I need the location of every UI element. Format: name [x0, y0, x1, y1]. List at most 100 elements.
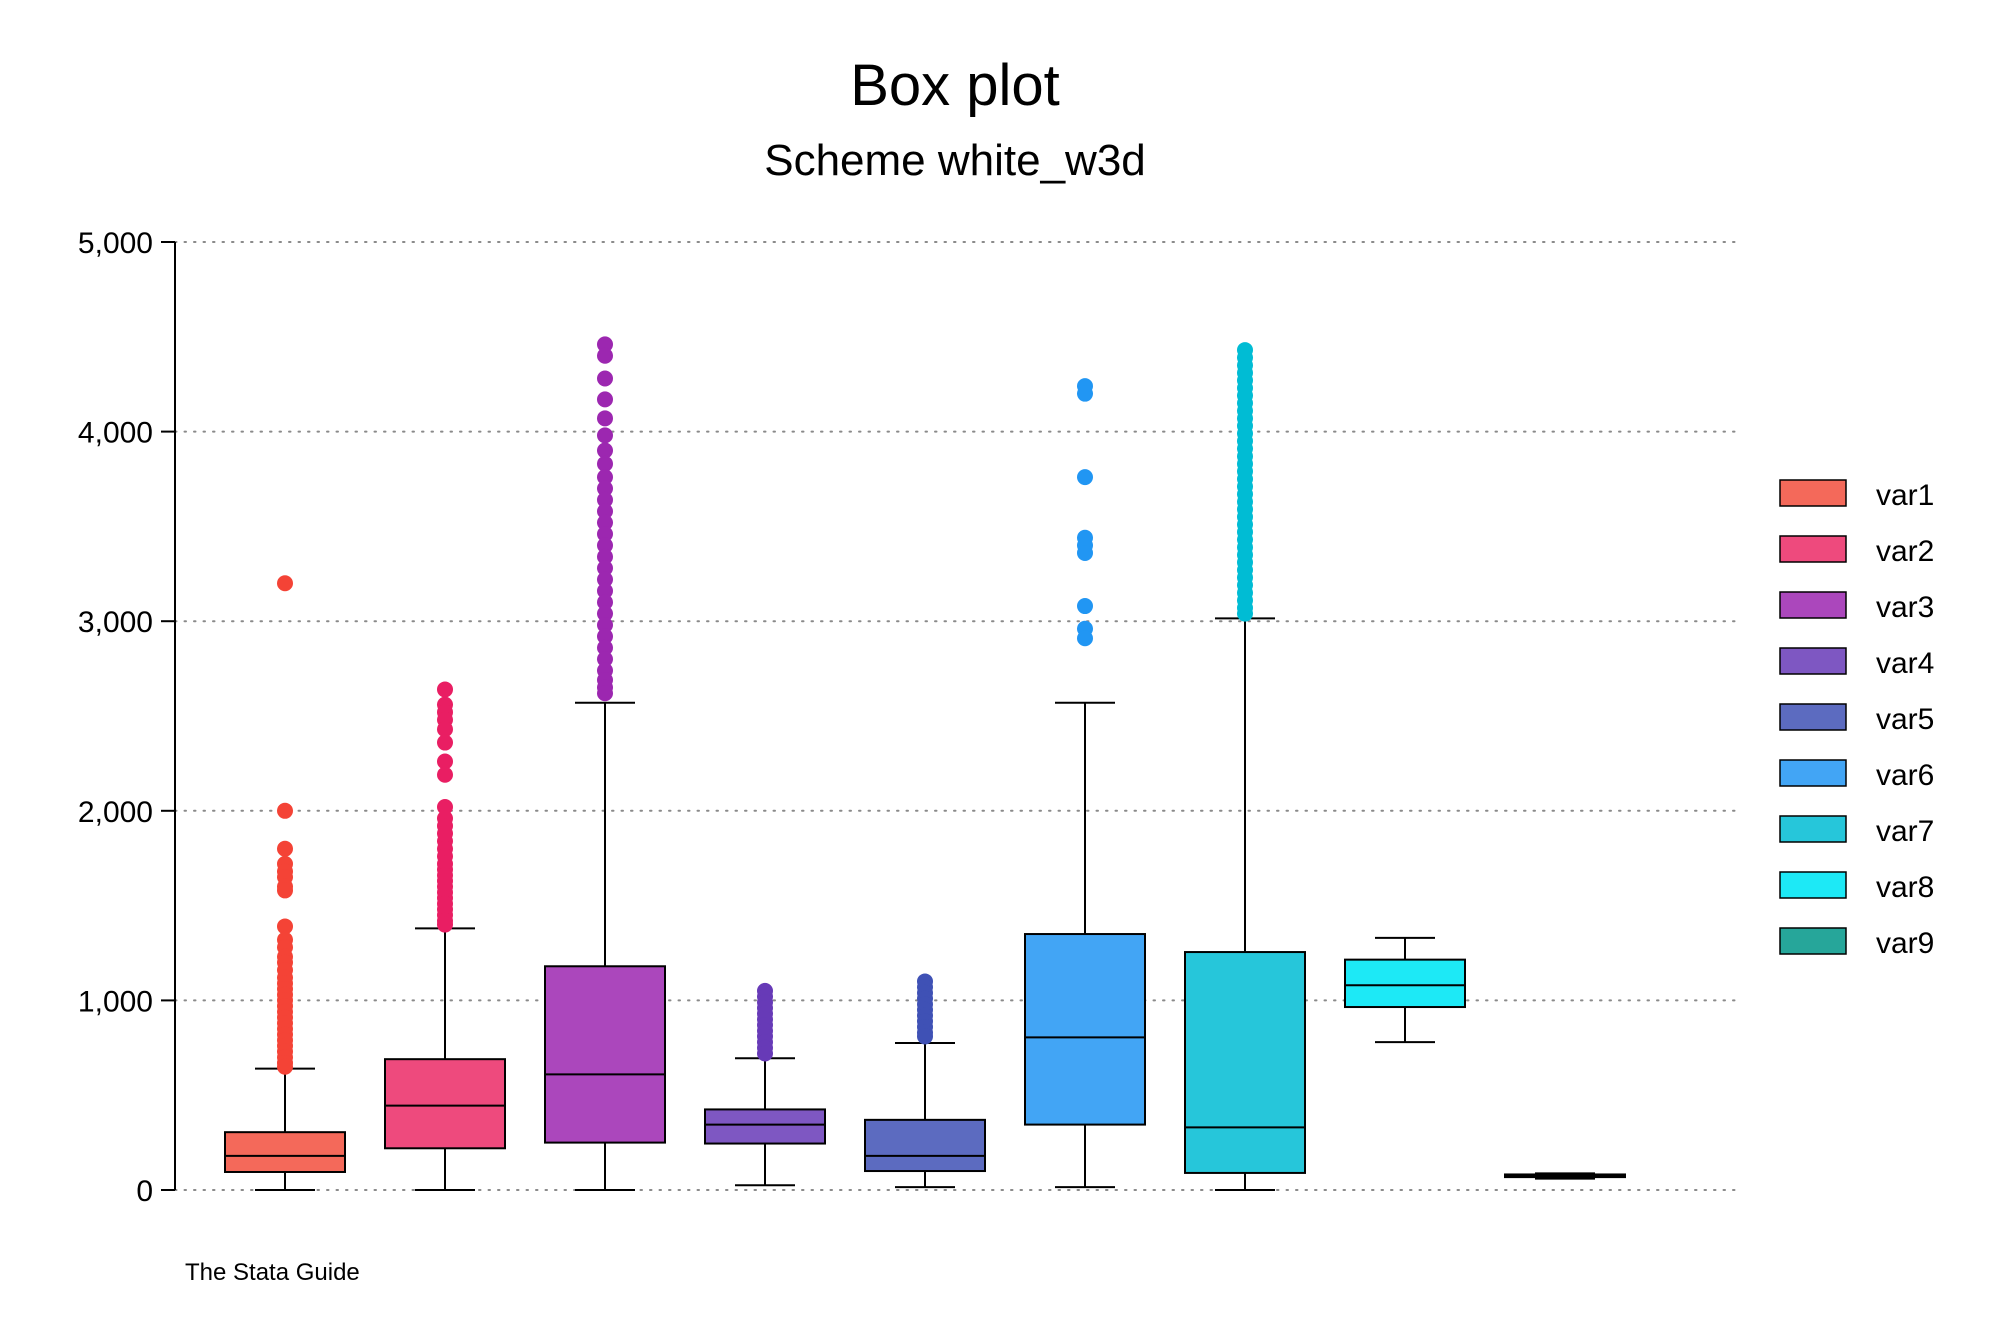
- box-var8: [1344, 936, 1466, 1044]
- iqr-box: [384, 1058, 506, 1150]
- outlier-point: [277, 575, 293, 592]
- box-var7: [1184, 342, 1306, 1191]
- outlier-point: [597, 336, 613, 353]
- outlier-point: [597, 639, 613, 656]
- outlier-point: [277, 840, 293, 857]
- outlier-point: [597, 616, 613, 633]
- outlier-point: [757, 1045, 773, 1062]
- outlier-point: [1077, 544, 1093, 561]
- legend-swatch: [1779, 591, 1847, 619]
- outlier-point: [597, 503, 613, 520]
- box-var2: [384, 681, 506, 1191]
- box-var5: [864, 973, 986, 1189]
- y-tick-label: 1,000: [78, 985, 153, 1018]
- legend: var1 var2 var3 var4 var5 var6 var7 var8 var9: [1779, 479, 1934, 960]
- legend-item-var4: var4: [1779, 647, 1934, 680]
- y-tick-label: 2,000: [78, 796, 153, 829]
- outlier-point: [597, 571, 613, 588]
- box-var4: [704, 982, 826, 1187]
- box-var6: [1024, 378, 1146, 1189]
- outlier-point: [277, 882, 293, 899]
- outlier-point: [597, 560, 613, 577]
- chart-subtitle: Scheme white_w3d: [764, 136, 1146, 185]
- outlier-point: [597, 628, 613, 645]
- legend-item-var9: var9: [1779, 927, 1934, 960]
- boxes: [224, 336, 1626, 1191]
- outlier-point: [597, 548, 613, 565]
- gridlines: [174, 241, 1741, 1191]
- outlier-point: [277, 802, 293, 819]
- outlier-point: [917, 1028, 933, 1045]
- legend-label: var4: [1876, 647, 1934, 680]
- outlier-point: [437, 766, 453, 783]
- box-var3: [544, 336, 666, 1191]
- outlier-point: [437, 916, 453, 933]
- legend-item-var5: var5: [1779, 703, 1934, 736]
- legend-swatch: [1779, 647, 1847, 675]
- legend-swatch: [1779, 535, 1847, 563]
- outlier-point: [597, 685, 613, 702]
- legend-label: var5: [1876, 703, 1934, 736]
- iqr-box: [704, 1108, 826, 1145]
- legend-label: var1: [1876, 479, 1934, 512]
- outlier-point: [597, 594, 613, 611]
- iqr-box: [1344, 958, 1466, 1009]
- legend-swatch: [1779, 759, 1847, 787]
- iqr-box: [224, 1131, 346, 1173]
- legend-swatch: [1779, 703, 1847, 731]
- outlier-point: [597, 651, 613, 668]
- outlier-point: [597, 514, 613, 531]
- legend-item-var1: var1: [1779, 479, 1934, 512]
- outlier-point: [597, 469, 613, 486]
- outlier-point: [597, 347, 613, 364]
- legend-label: var9: [1876, 927, 1934, 960]
- outlier-point: [437, 681, 453, 698]
- outlier-point: [597, 455, 613, 472]
- outlier-point: [597, 370, 613, 387]
- outlier-point: [597, 480, 613, 497]
- iqr-box: [864, 1118, 986, 1173]
- legend-item-var8: var8: [1779, 871, 1934, 904]
- iqr-box: [1184, 951, 1306, 1174]
- outlier-point: [597, 537, 613, 554]
- legend-label: var3: [1876, 591, 1934, 624]
- chart-title: Box plot: [850, 53, 1060, 118]
- box-var9: [1504, 1172, 1626, 1180]
- y-tick-label: 3,000: [78, 606, 153, 639]
- legend-item-var3: var3: [1779, 591, 1934, 624]
- y-axis: 0 1,000 2,000 3,000 4,000 5,000: [78, 227, 176, 1208]
- y-tick-label: 0: [136, 1175, 153, 1208]
- outlier-point: [1077, 598, 1093, 615]
- chart-note: The Stata Guide: [185, 1259, 360, 1286]
- outlier-point: [597, 605, 613, 622]
- outlier-point: [597, 582, 613, 599]
- legend-swatch: [1779, 927, 1847, 955]
- legend-swatch: [1779, 479, 1847, 507]
- box-var1: [224, 575, 346, 1191]
- outlier-point: [597, 427, 613, 444]
- legend-item-var2: var2: [1779, 535, 1934, 568]
- outlier-point: [437, 734, 453, 751]
- legend-label: var2: [1876, 535, 1934, 568]
- legend-label: var6: [1876, 759, 1934, 792]
- outlier-point: [597, 491, 613, 508]
- iqr-box: [1024, 933, 1146, 1126]
- outlier-point: [277, 1058, 293, 1075]
- outlier-point: [1077, 469, 1093, 486]
- outlier-point: [437, 721, 453, 738]
- legend-swatch: [1779, 871, 1847, 899]
- legend-label: var8: [1876, 871, 1934, 904]
- legend-label: var7: [1876, 815, 1934, 848]
- outlier-point: [1237, 605, 1253, 622]
- iqr-box: [544, 965, 666, 1144]
- outlier-point: [597, 410, 613, 427]
- outlier-point: [277, 918, 293, 935]
- outlier-point: [597, 391, 613, 408]
- y-tick-label: 5,000: [78, 227, 153, 260]
- outlier-point: [1077, 385, 1093, 402]
- legend-item-var7: var7: [1779, 815, 1934, 848]
- legend-swatch: [1779, 815, 1847, 843]
- outlier-point: [597, 525, 613, 542]
- outlier-point: [597, 442, 613, 459]
